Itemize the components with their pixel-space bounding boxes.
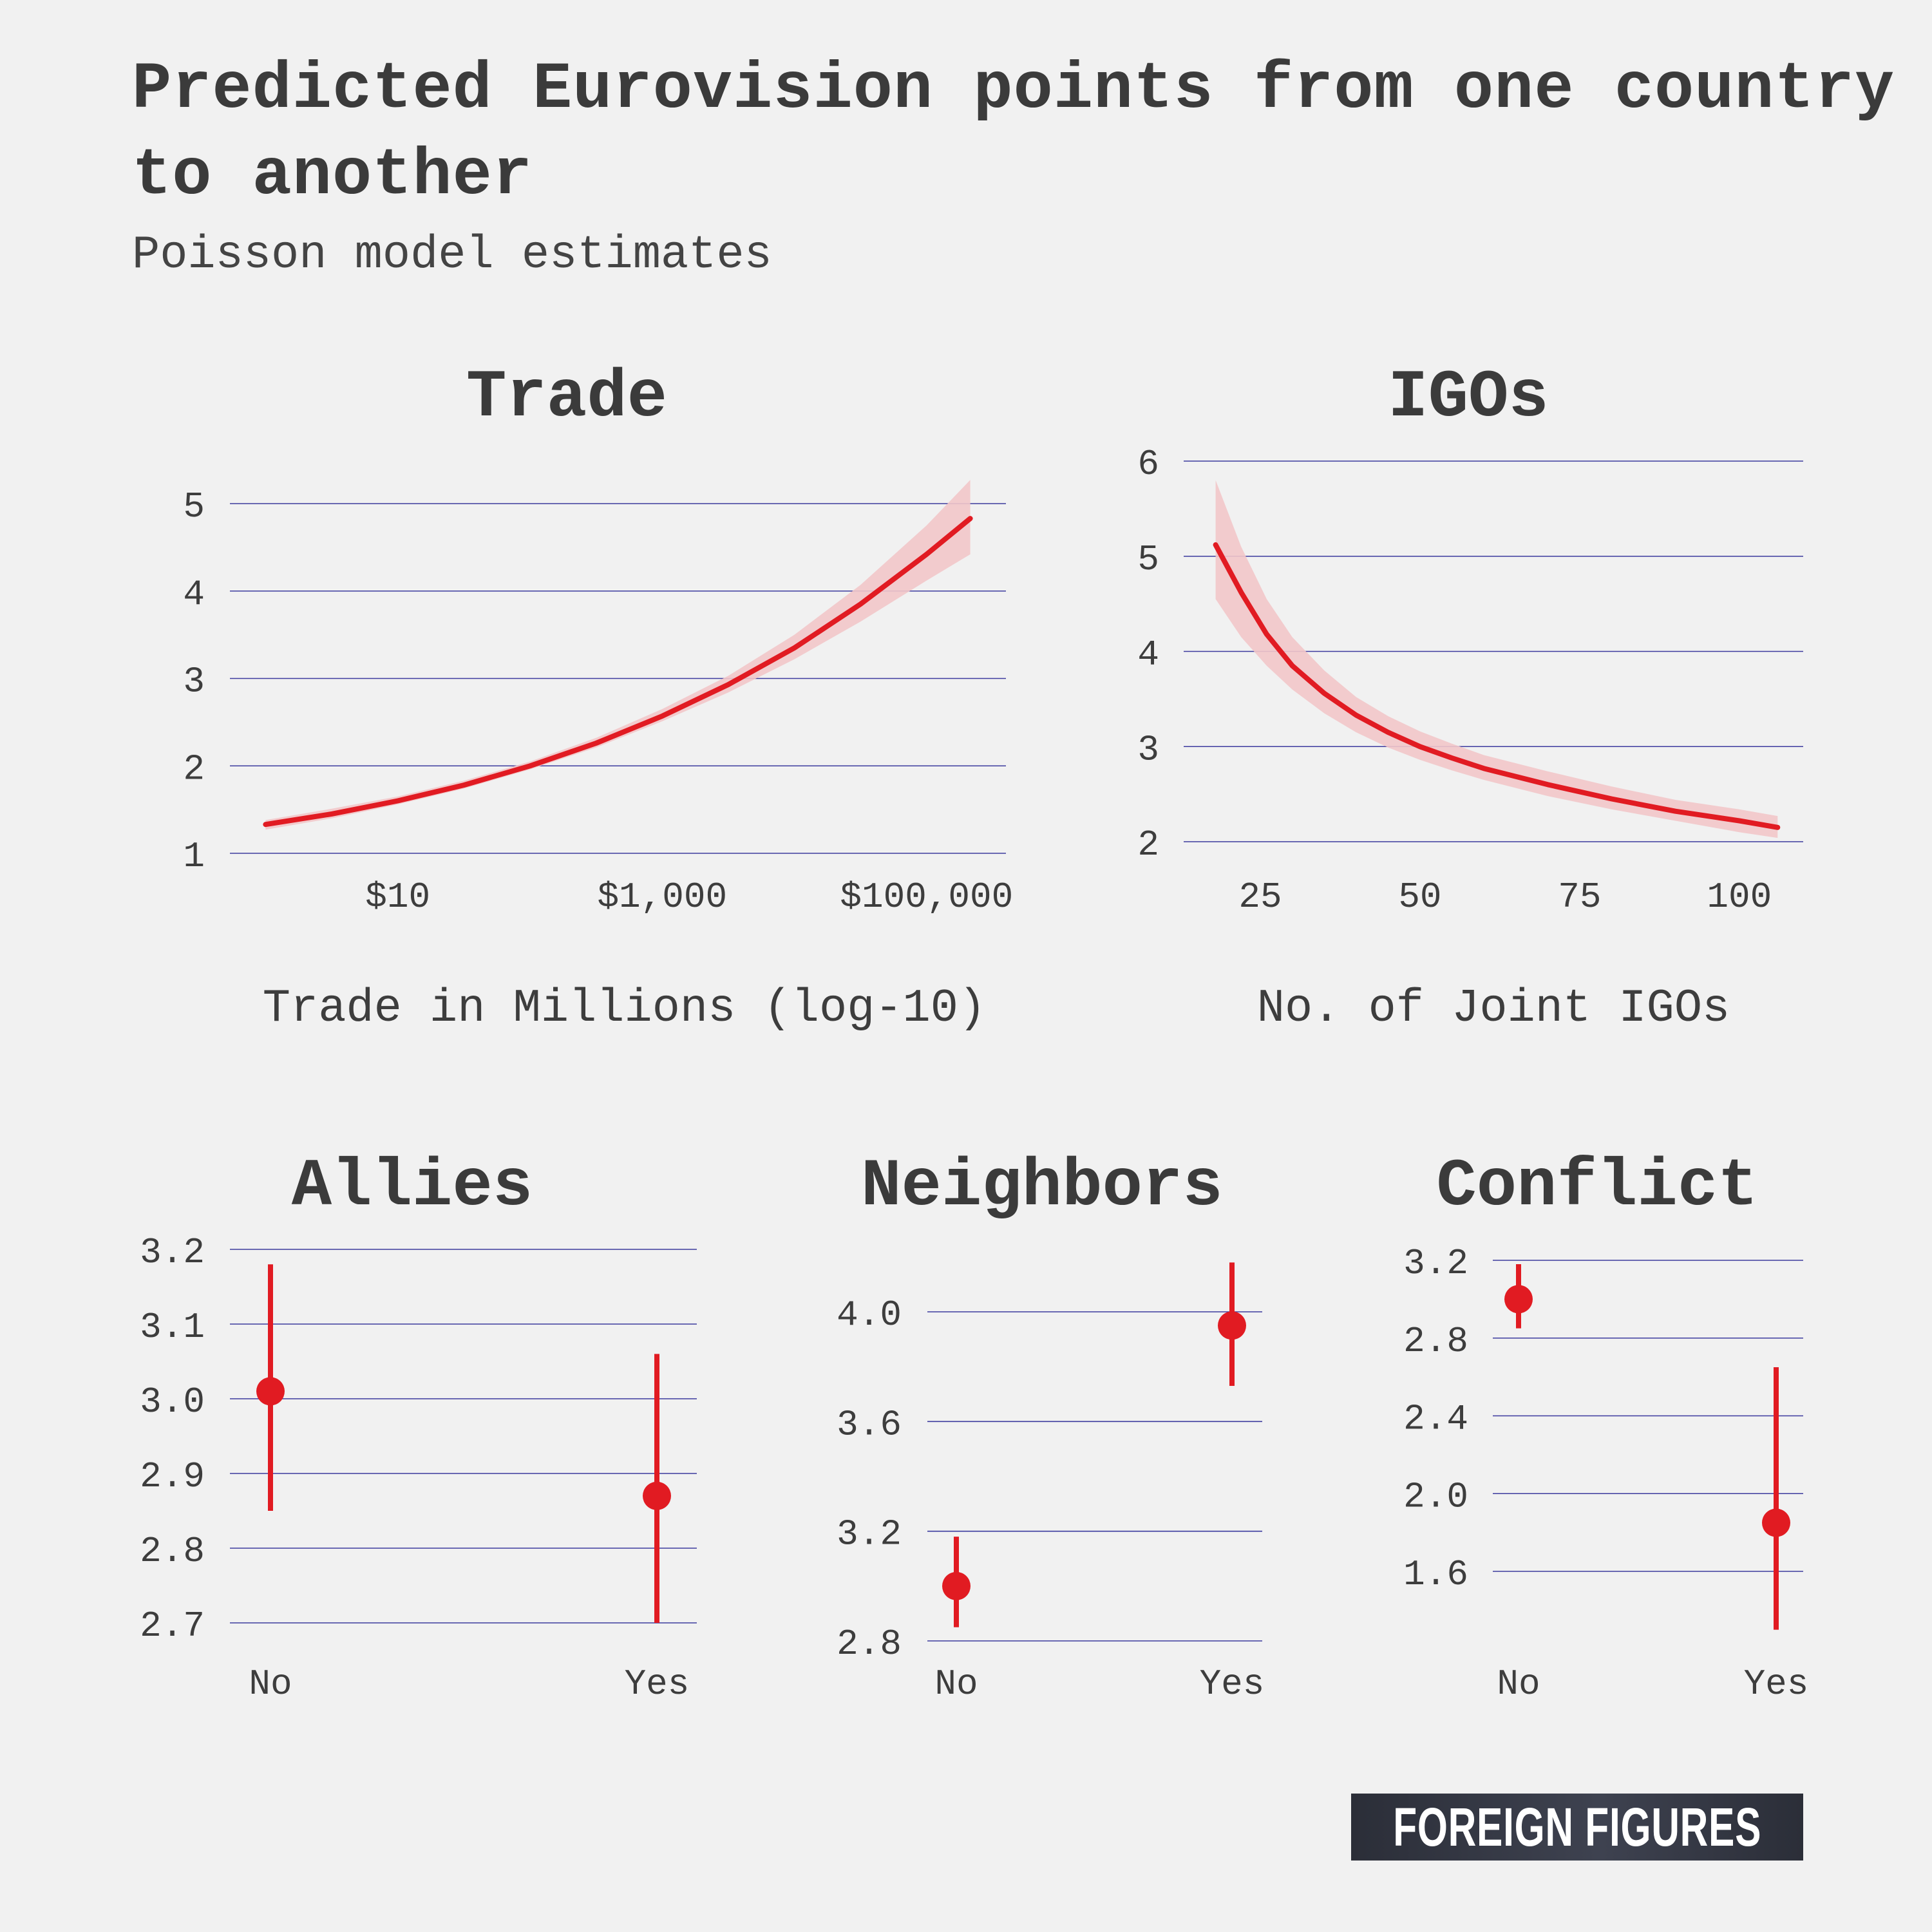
allies-category-label: Yes [625, 1663, 690, 1705]
neighbors-y-tick-label: 4.0 [837, 1294, 902, 1336]
igos-chart: IGOs 2 3 4 5 6 25 50 75 100 No. of Joint IGOs [1137, 360, 1803, 1035]
igos-y-tick-label: 5 [1137, 539, 1159, 580]
allies-point-yes [643, 1482, 671, 1510]
conflict-y-tick-label: 2.4 [1403, 1399, 1468, 1440]
igos-x-tick-label: 100 [1707, 876, 1772, 918]
allies-y-tick-label: 2.8 [140, 1531, 205, 1572]
conflict-chart-title: Conflict [1436, 1149, 1757, 1225]
trade-chart-title: Trade [466, 360, 667, 436]
trade-y-tick-label: 5 [183, 486, 205, 527]
neighbors-category-label: Yes [1200, 1663, 1265, 1705]
igos-y-tick-label: 2 [1137, 824, 1159, 866]
trade-y-tick-label: 1 [183, 836, 205, 877]
conflict-chart: Conflict 1.6 2.0 2.4 2.8 3.2 No Yes [1403, 1149, 1808, 1705]
allies-y-tick-label: 3.0 [140, 1381, 205, 1423]
igos-y-tick-label: 6 [1137, 444, 1159, 485]
foreign-figures-logo: FOREIGN FIGURES [1351, 1794, 1803, 1861]
allies-point-no [256, 1377, 285, 1405]
trade-confidence-band [265, 480, 970, 829]
trade-x-tick-label: $10 [365, 876, 430, 918]
allies-category-label: No [249, 1663, 292, 1705]
conflict-y-tick-label: 1.6 [1403, 1554, 1468, 1595]
neighbors-point-no [942, 1572, 971, 1600]
neighbors-y-tick-label: 3.6 [837, 1404, 902, 1445]
trade-chart: Trade 1 2 3 4 5 $10 $1,000 $100,000 Trade in Mill… [183, 360, 1013, 1035]
neighbors-chart-title: Neighbors [861, 1149, 1223, 1225]
igos-confidence-band [1216, 480, 1778, 838]
conflict-point-no [1504, 1285, 1533, 1313]
conflict-y-tick-label: 2.8 [1403, 1321, 1468, 1362]
conflict-category-label: No [1497, 1663, 1540, 1705]
allies-y-tick-label: 3.2 [140, 1232, 205, 1273]
neighbors-category-label: No [934, 1663, 978, 1705]
conflict-y-tick-label: 2.0 [1403, 1476, 1468, 1517]
logo-text: FOREIGN FIGURES [1393, 1796, 1761, 1859]
igos-y-tick-label: 3 [1137, 729, 1159, 770]
trade-x-tick-label: $100,000 [840, 876, 1013, 918]
allies-chart-title: Allies [292, 1149, 533, 1225]
trade-x-axis-label: Trade in Millions (log-10) [263, 982, 986, 1035]
allies-y-tick-label: 2.9 [140, 1456, 205, 1497]
neighbors-point-yes [1218, 1311, 1246, 1340]
conflict-category-label: Yes [1744, 1663, 1809, 1705]
conflict-y-tick-label: 3.2 [1403, 1243, 1468, 1284]
trade-y-tick-label: 2 [183, 748, 205, 790]
neighbors-chart: Neighbors 2.8 3.2 3.6 4.0 No Yes [837, 1149, 1264, 1705]
igos-x-tick-label: 75 [1558, 876, 1601, 918]
igos-y-tick-label: 4 [1137, 634, 1159, 676]
allies-chart: Allies 2.7 2.8 2.9 3.0 3.1 3.2 No Yes [140, 1149, 697, 1705]
conflict-point-yes [1762, 1509, 1790, 1537]
allies-y-tick-label: 3.1 [140, 1307, 205, 1348]
igos-chart-title: IGOs [1388, 360, 1549, 436]
neighbors-y-tick-label: 2.8 [837, 1624, 902, 1665]
neighbors-y-tick-label: 3.2 [837, 1514, 902, 1555]
igos-x-tick-label: 50 [1398, 876, 1441, 918]
trade-y-tick-label: 3 [183, 661, 205, 703]
igos-x-tick-label: 25 [1238, 876, 1282, 918]
trade-estimate-line [265, 518, 970, 824]
igos-x-axis-label: No. of Joint IGOs [1257, 982, 1730, 1035]
trade-x-tick-label: $1,000 [597, 876, 727, 918]
trade-y-tick-label: 4 [183, 574, 205, 615]
allies-y-tick-label: 2.7 [140, 1605, 205, 1647]
